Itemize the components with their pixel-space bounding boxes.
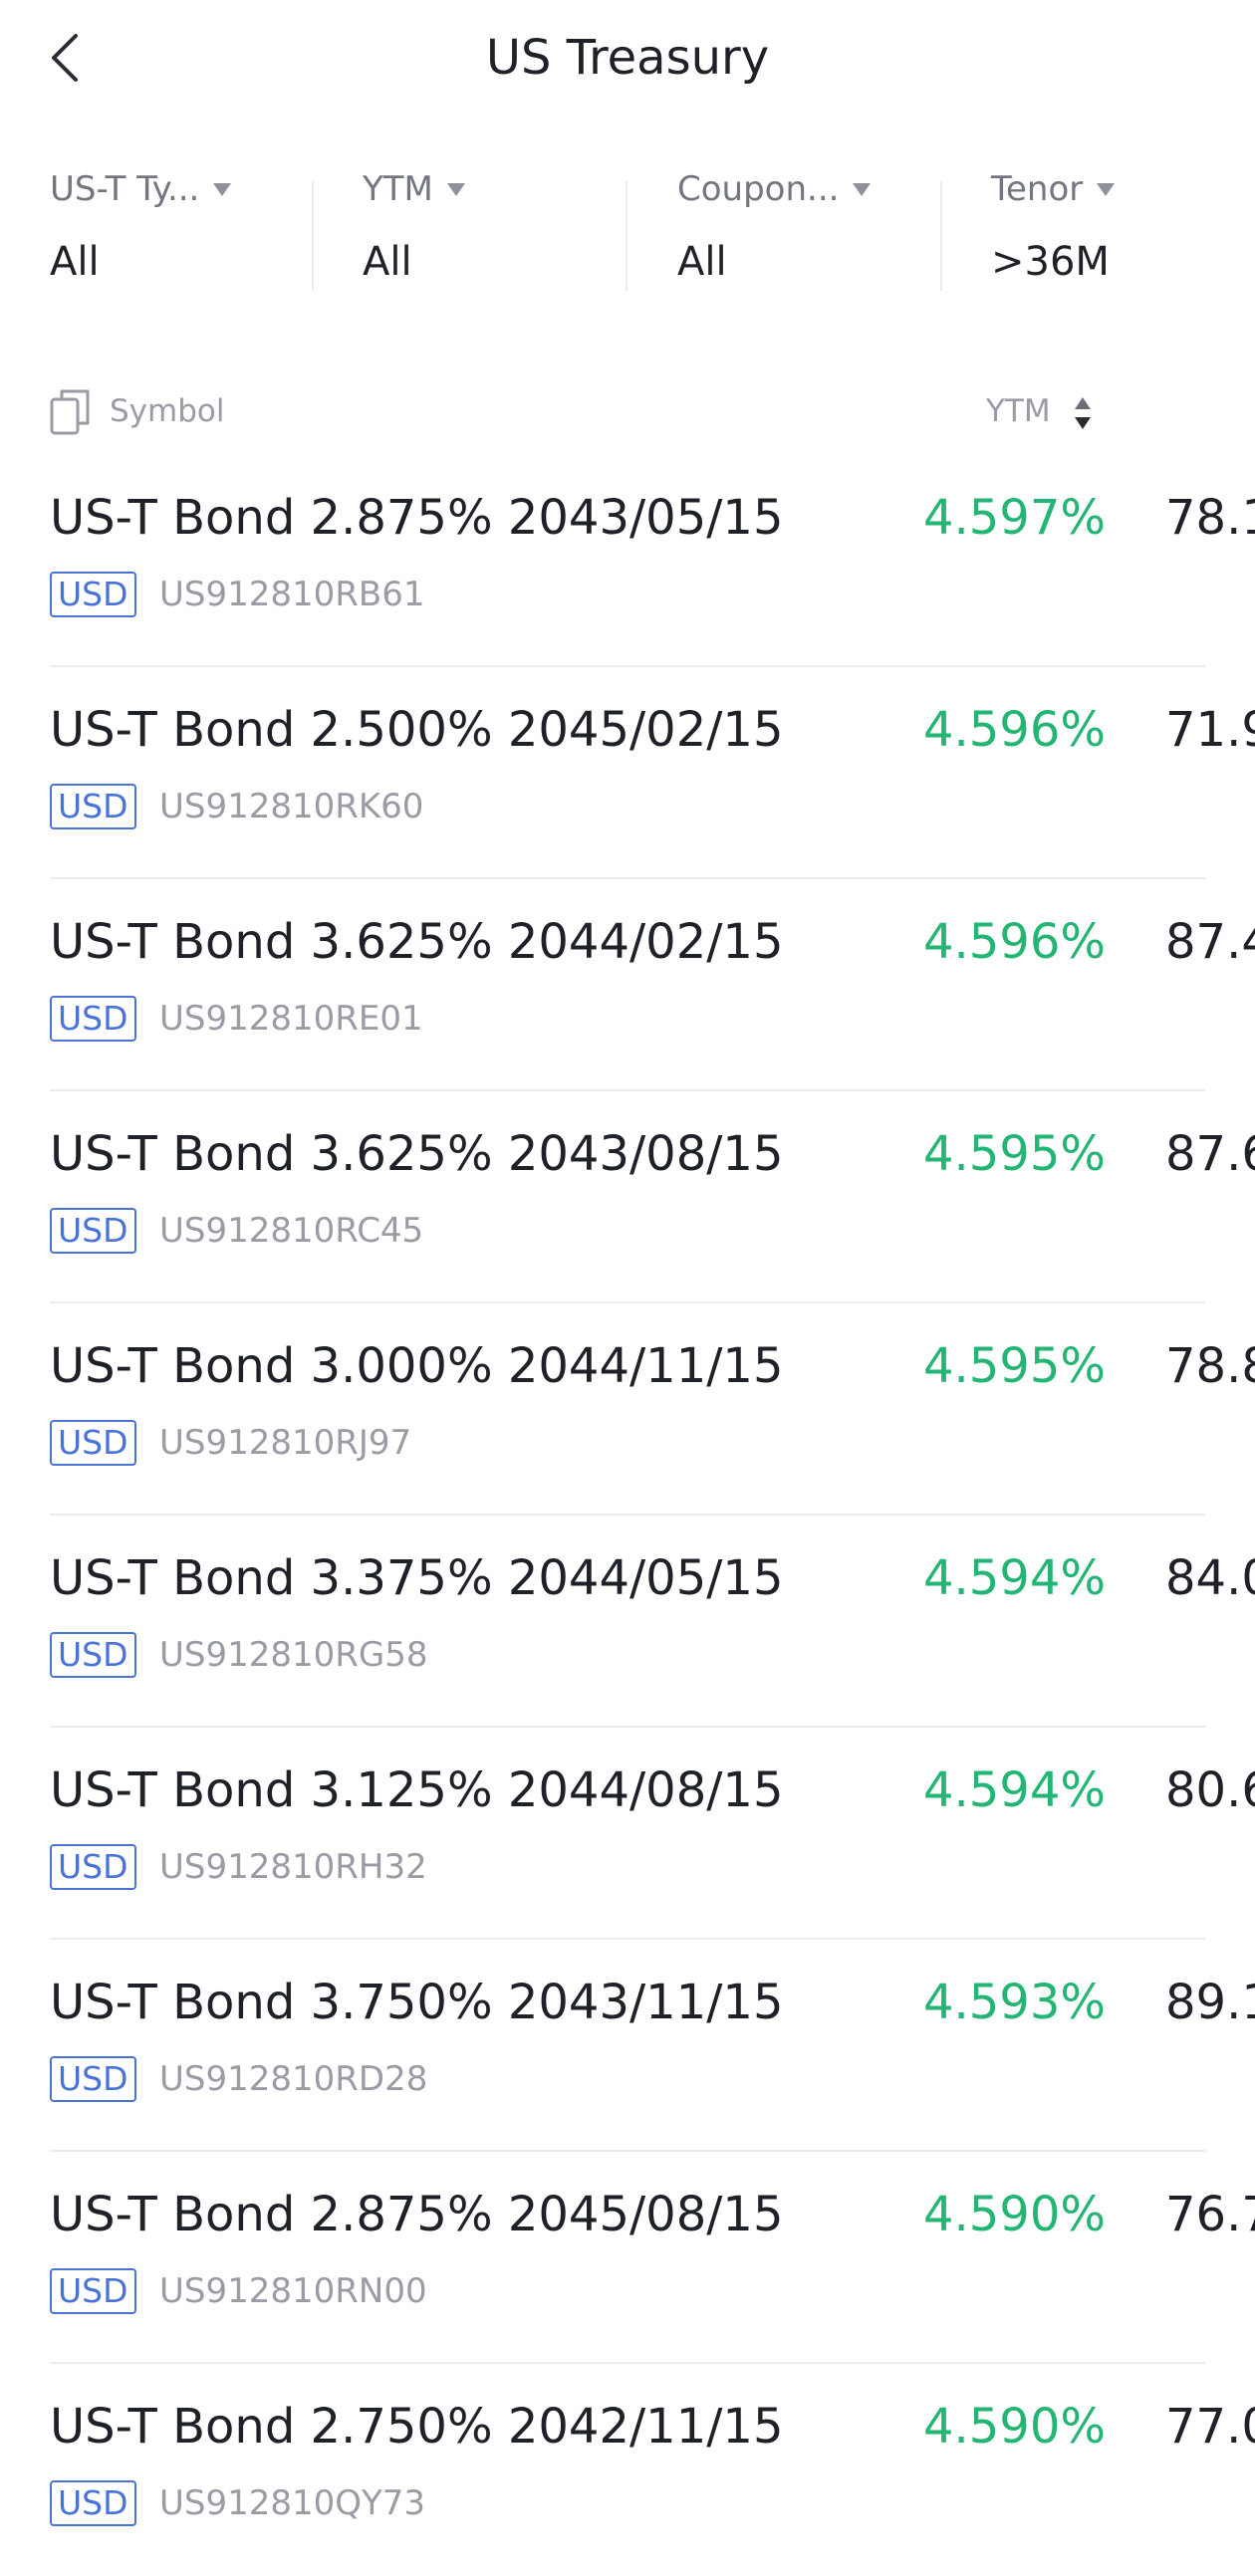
bond-isin: US912810RJ97 bbox=[159, 1423, 412, 1463]
bond-price: 89.1 bbox=[1165, 1975, 1255, 2030]
bond-row[interactable]: US-T Bond 3.375% 2044/05/15 USD US912810… bbox=[0, 1516, 1255, 1728]
filter-value: >36M bbox=[991, 239, 1110, 285]
bond-ytm: 4.596% bbox=[922, 914, 1106, 970]
row-divider bbox=[50, 665, 1205, 667]
filter-divider bbox=[940, 181, 942, 291]
ytm-column-label[interactable]: YTM bbox=[986, 393, 1051, 429]
currency-badge: USD bbox=[50, 1844, 136, 1890]
filter-label: US-T Ty... bbox=[50, 169, 200, 209]
bond-row[interactable]: US-T Bond 3.750% 2043/11/15 USD US912810… bbox=[0, 1940, 1255, 2152]
row-divider bbox=[50, 2362, 1205, 2364]
bond-price: 78.1 bbox=[1165, 490, 1255, 546]
bond-name: US-T Bond 2.875% 2045/08/15 bbox=[50, 2187, 784, 2242]
currency-badge: USD bbox=[50, 784, 136, 829]
bond-list: US-T Bond 2.875% 2043/05/15 USD US912810… bbox=[0, 455, 1255, 2576]
bond-row[interactable]: US-T Bond 2.875% 2045/08/15 USD US912810… bbox=[0, 2152, 1255, 2364]
bond-isin: US912810RK60 bbox=[159, 787, 424, 826]
bond-ytm: 4.594% bbox=[922, 1550, 1106, 1606]
filter-tenor[interactable]: Tenor >36M bbox=[991, 159, 1220, 299]
currency-badge: USD bbox=[50, 572, 136, 617]
bond-price: 71.9 bbox=[1165, 702, 1255, 758]
bond-row[interactable]: US-T Bond 3.000% 2044/11/15 USD US912810… bbox=[0, 1303, 1255, 1516]
filter-bar: US-T Ty... All YTM All Coupon... All Ten… bbox=[0, 159, 1255, 309]
row-divider bbox=[50, 1301, 1205, 1303]
row-divider bbox=[50, 1938, 1205, 1940]
bond-isin: US912810RD28 bbox=[159, 2059, 428, 2099]
bond-name: US-T Bond 3.000% 2044/11/15 bbox=[50, 1338, 784, 1394]
caret-down-icon bbox=[1097, 182, 1116, 196]
currency-badge: USD bbox=[50, 1632, 136, 1678]
bond-row[interactable]: US-T Bond 2.500% 2045/02/15 USD US912810… bbox=[0, 667, 1255, 879]
row-divider bbox=[50, 1514, 1205, 1516]
filter-label: Coupon... bbox=[677, 169, 840, 209]
bond-name: US-T Bond 2.750% 2042/11/15 bbox=[50, 2399, 784, 2455]
bond-name: US-T Bond 3.375% 2044/05/15 bbox=[50, 1550, 784, 1606]
bond-price: 78.8 bbox=[1165, 1338, 1255, 1394]
caret-down-icon bbox=[446, 182, 465, 196]
filter-label: YTM bbox=[363, 169, 433, 209]
bond-price: 84.0 bbox=[1165, 1550, 1255, 1606]
bond-isin: US912810RG58 bbox=[159, 1635, 428, 1675]
bond-name: US-T Bond 2.875% 2043/05/15 bbox=[50, 490, 784, 546]
currency-badge: USD bbox=[50, 1208, 136, 1254]
bond-price: 77.0 bbox=[1165, 2399, 1255, 2455]
symbol-column-label: Symbol bbox=[110, 393, 225, 429]
currency-badge: USD bbox=[50, 996, 136, 1042]
bond-row[interactable]: US-T Bond 2.875% 2043/05/15 USD US912810… bbox=[0, 455, 1255, 667]
bond-row[interactable]: US-T Bond 2.750% 2042/11/15 USD US912810… bbox=[0, 2364, 1255, 2576]
bond-row[interactable]: US-T Bond 3.625% 2044/02/15 USD US912810… bbox=[0, 879, 1255, 1091]
copy-icon[interactable] bbox=[50, 387, 92, 437]
bond-name: US-T Bond 3.625% 2044/02/15 bbox=[50, 914, 784, 970]
page-title: US Treasury bbox=[485, 30, 770, 86]
bond-name: US-T Bond 3.625% 2043/08/15 bbox=[50, 1126, 784, 1182]
row-divider bbox=[50, 877, 1205, 879]
filter-divider bbox=[312, 181, 314, 291]
filter-divider bbox=[626, 181, 628, 291]
column-header: Symbol YTM bbox=[0, 383, 1255, 443]
bond-isin: US912810RH32 bbox=[159, 1847, 427, 1887]
bond-price: 87.6 bbox=[1165, 1126, 1255, 1182]
bond-name: US-T Bond 2.500% 2045/02/15 bbox=[50, 702, 784, 758]
filter-value: All bbox=[677, 239, 727, 285]
sort-icon[interactable] bbox=[1072, 395, 1094, 431]
caret-down-icon bbox=[853, 182, 872, 196]
bond-ytm: 4.595% bbox=[922, 1338, 1106, 1394]
bond-isin: US912810RC45 bbox=[159, 1211, 424, 1251]
currency-badge: USD bbox=[50, 1420, 136, 1466]
currency-badge: USD bbox=[50, 2480, 136, 2526]
bond-isin: US912810RE01 bbox=[159, 999, 423, 1039]
row-divider bbox=[50, 1726, 1205, 1728]
filter-ytm[interactable]: YTM All bbox=[363, 159, 622, 299]
bond-ytm: 4.593% bbox=[922, 1975, 1106, 2030]
bond-ytm: 4.590% bbox=[922, 2399, 1106, 2455]
filter-ust-type[interactable]: US-T Ty... All bbox=[50, 159, 309, 299]
chevron-left-icon bbox=[52, 34, 78, 82]
caret-down-icon bbox=[213, 182, 232, 196]
bond-price: 76.7 bbox=[1165, 2187, 1255, 2242]
bond-name: US-T Bond 3.125% 2044/08/15 bbox=[50, 1762, 784, 1818]
currency-badge: USD bbox=[50, 2268, 136, 2314]
back-button[interactable] bbox=[40, 28, 90, 88]
bond-isin: US912810QY73 bbox=[159, 2483, 426, 2523]
filter-value: All bbox=[50, 239, 100, 285]
bond-ytm: 4.595% bbox=[922, 1126, 1106, 1182]
bond-price: 87.4 bbox=[1165, 914, 1255, 970]
bond-ytm: 4.596% bbox=[922, 702, 1106, 758]
bond-isin: US912810RB61 bbox=[159, 575, 425, 614]
filter-value: All bbox=[363, 239, 412, 285]
row-divider bbox=[50, 2150, 1205, 2152]
bond-ytm: 4.597% bbox=[922, 490, 1106, 546]
bond-name: US-T Bond 3.750% 2043/11/15 bbox=[50, 1975, 784, 2030]
bond-price: 80.6 bbox=[1165, 1762, 1255, 1818]
bond-row[interactable]: US-T Bond 3.625% 2043/08/15 USD US912810… bbox=[0, 1091, 1255, 1303]
bond-ytm: 4.594% bbox=[922, 1762, 1106, 1818]
bond-isin: US912810RN00 bbox=[159, 2271, 427, 2311]
row-divider bbox=[50, 1089, 1205, 1091]
bond-ytm: 4.590% bbox=[922, 2187, 1106, 2242]
header-bar: US Treasury bbox=[0, 0, 1255, 124]
filter-label: Tenor bbox=[991, 169, 1084, 209]
filter-coupon[interactable]: Coupon... All bbox=[677, 159, 936, 299]
bond-row[interactable]: US-T Bond 3.125% 2044/08/15 USD US912810… bbox=[0, 1728, 1255, 1940]
currency-badge: USD bbox=[50, 2056, 136, 2102]
